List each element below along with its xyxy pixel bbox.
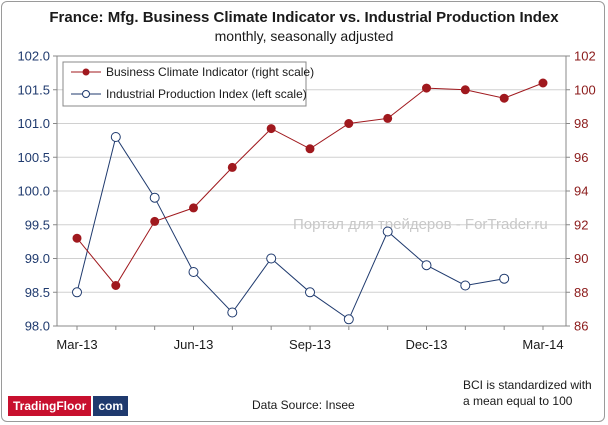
ipi-data-point — [72, 287, 82, 298]
tradingfloor-logo: TradingFloor com — [8, 396, 129, 416]
ipi-series-line — [76, 135, 505, 321]
data-source: Data Source: Insee — [252, 398, 355, 412]
bci-data-point — [150, 216, 160, 226]
x-tick-label: Dec-13 — [406, 337, 448, 352]
right-tick-label: 90 — [574, 251, 588, 266]
ipi-data-point — [421, 260, 432, 271]
bci-data-point — [227, 162, 237, 172]
right-tick-label: 94 — [574, 184, 588, 199]
legend-box — [62, 61, 307, 107]
footnote-line-1: BCI is standardized with — [463, 378, 592, 392]
left-axis: 98.0 98.5 99.0 99.5 100.0 100.5 101.0 101.5 102.… — [17, 49, 57, 334]
ipi-data-point — [460, 280, 471, 291]
ipi-data-point — [499, 273, 510, 284]
ipi-data-point — [149, 192, 160, 203]
right-tick-label: 96 — [574, 150, 588, 165]
right-tick-label: 100 — [574, 82, 596, 97]
gridlines — [57, 89, 566, 293]
left-tick-label: 101.0 — [17, 116, 50, 131]
bci-data-point — [538, 78, 548, 88]
ipi-data-point — [343, 314, 354, 325]
bci-data-point — [383, 113, 393, 123]
left-tick-label: 100.0 — [17, 184, 50, 199]
legend: Business Climate Indicator (right scale)… — [62, 61, 314, 107]
left-tick-label: 98.0 — [25, 319, 50, 334]
left-tick-label: 102.0 — [17, 49, 50, 64]
bci-data-point — [266, 124, 276, 134]
right-axis: 86 88 90 92 94 96 98 100 102 — [566, 49, 596, 334]
ipi-data-point — [266, 253, 277, 264]
left-tick-label: 99.5 — [25, 217, 50, 232]
x-tick-label: Mar-13 — [56, 337, 97, 352]
x-axis: Mar-13 Jun-13 Sep-13 Dec-13 Mar-14 — [56, 326, 564, 352]
right-tick-label: 88 — [574, 285, 588, 300]
bci-data-point — [305, 144, 315, 154]
series-layer — [72, 78, 548, 325]
ipi-data-point — [227, 307, 238, 318]
right-tick-label: 86 — [574, 319, 588, 334]
right-tick-label: 92 — [574, 217, 588, 232]
bci-data-point — [111, 281, 121, 290]
footnote-line-2: a mean equal to 100 — [463, 394, 573, 408]
legend-label-bci: Business Climate Indicator (right scale) — [106, 65, 314, 79]
left-tick-label: 100.5 — [17, 150, 50, 165]
bci-data-point — [499, 93, 509, 103]
watermark: Портал для трейдеров - ForTrader.ru — [293, 216, 548, 233]
legend-marker-bci — [82, 68, 90, 76]
logo-part-1: TradingFloor — [8, 396, 92, 416]
bci-data-point — [72, 233, 82, 243]
legend-label-ipi: Industrial Production Index (left scale) — [106, 87, 307, 101]
left-tick-label: 99.0 — [25, 251, 50, 266]
chart-subtitle: monthly, seasonally adjusted — [215, 28, 394, 44]
bci-data-point — [460, 85, 470, 95]
legend-marker-ipi — [82, 90, 90, 98]
bci-data-point — [344, 119, 354, 128]
x-tick-label: Sep-13 — [289, 337, 331, 352]
left-tick-label: 101.5 — [17, 82, 50, 97]
right-tick-label: 98 — [574, 116, 588, 131]
bci-series-line — [76, 82, 544, 287]
bci-data-point — [189, 203, 198, 213]
right-tick-label: 102 — [574, 49, 596, 64]
x-tick-label: Jun-13 — [174, 337, 214, 352]
ipi-data-point — [382, 226, 393, 237]
chart-title: France: Mfg. Business Climate Indicator … — [49, 9, 559, 26]
ipi-data-point — [305, 287, 315, 298]
left-tick-label: 98.5 — [25, 285, 50, 300]
ipi-data-point — [188, 267, 199, 277]
bci-data-point — [422, 83, 431, 93]
logo-part-2: com — [93, 396, 129, 416]
x-tick-label: Mar-14 — [522, 337, 563, 352]
ipi-data-point — [110, 132, 121, 142]
